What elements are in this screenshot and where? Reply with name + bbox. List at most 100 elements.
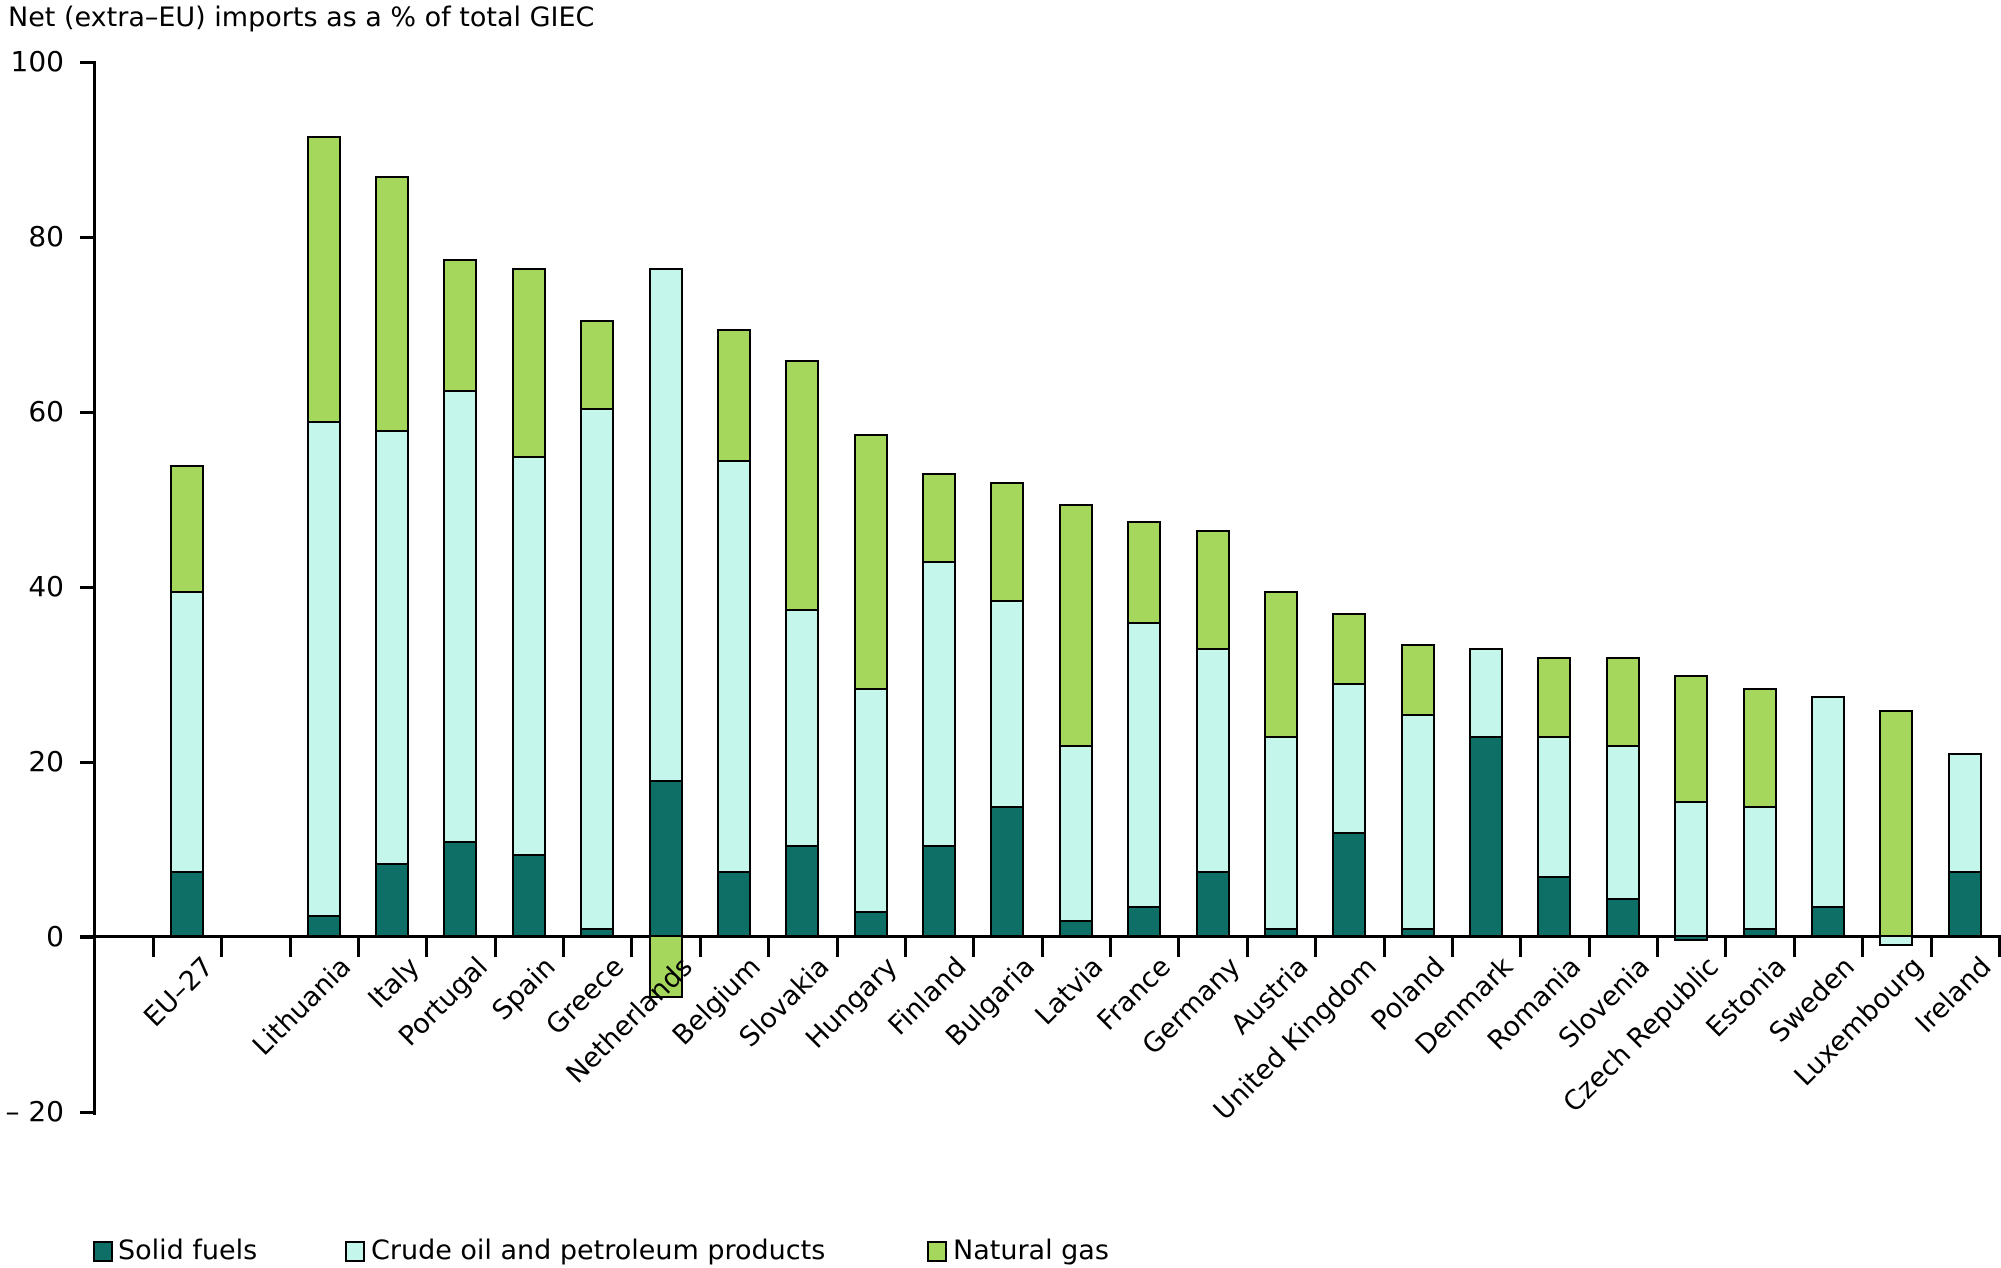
bar-segment-portugal bbox=[443, 258, 477, 393]
legend-label-solid-fuels: Solid fuels bbox=[118, 1235, 258, 1266]
bar-segment-eu-27 bbox=[170, 591, 204, 874]
bar-segment-lithuania bbox=[307, 420, 341, 918]
bar-segment-eu-27 bbox=[170, 464, 204, 594]
y-tick--20 bbox=[80, 1111, 96, 1114]
bar-segment-poland bbox=[1401, 643, 1435, 716]
x-tick bbox=[1450, 937, 1454, 957]
bar-segment-netherlands bbox=[649, 267, 683, 782]
x-tick bbox=[767, 937, 771, 957]
x-tick bbox=[288, 937, 292, 957]
bar-segment-slovenia bbox=[1606, 657, 1640, 747]
bar-segment-estonia bbox=[1743, 805, 1777, 931]
bar-segment-austria bbox=[1264, 735, 1298, 931]
bar-segment-romania bbox=[1537, 875, 1571, 937]
y-tick-label-60: 60 bbox=[28, 395, 64, 428]
x-tick bbox=[1929, 937, 1933, 957]
bar-segment-finland bbox=[922, 845, 956, 937]
bar-segment-luxembourg bbox=[1879, 709, 1913, 937]
bar-segment-romania bbox=[1537, 657, 1571, 738]
x-tick bbox=[630, 937, 634, 957]
bar-segment-czech-republic bbox=[1674, 674, 1708, 804]
bar-segment-hungary bbox=[854, 687, 888, 913]
x-tick bbox=[903, 937, 907, 957]
x-tick bbox=[220, 937, 224, 957]
x-tick bbox=[1314, 937, 1318, 957]
bar-segment-finland bbox=[922, 560, 956, 848]
legend-label-crude-oil: Crude oil and petroleum products bbox=[371, 1235, 826, 1266]
y-tick-60 bbox=[80, 411, 96, 414]
x-tick bbox=[1109, 937, 1113, 957]
bar-segment-latvia bbox=[1059, 744, 1093, 922]
bar-segment-slovenia bbox=[1606, 744, 1640, 900]
x-label-lithuania: Lithuania bbox=[246, 951, 357, 1062]
x-tick bbox=[972, 937, 976, 957]
legend-swatch-natural-gas bbox=[927, 1241, 947, 1262]
legend-swatch-crude-oil bbox=[345, 1241, 365, 1262]
x-label-eu-27: EU–27 bbox=[138, 951, 221, 1034]
x-tick bbox=[1040, 937, 1044, 957]
bar-segment-eu-27 bbox=[170, 871, 204, 937]
bar-segment-netherlands bbox=[649, 779, 683, 937]
bar-segment-romania bbox=[1537, 735, 1571, 878]
x-tick bbox=[1656, 937, 1660, 957]
bar-segment-belgium bbox=[717, 871, 751, 937]
bar-segment-united-kingdom bbox=[1332, 832, 1366, 937]
bar-segment-italy bbox=[375, 429, 409, 865]
bar-segment-slovakia bbox=[785, 845, 819, 937]
y-tick-label-0: 0 bbox=[46, 920, 64, 953]
bar-segment-estonia bbox=[1743, 687, 1777, 808]
x-tick bbox=[1724, 937, 1728, 957]
y-tick-20 bbox=[80, 761, 96, 764]
bar-segment-netherlands bbox=[649, 935, 683, 999]
y-tick-label-40: 40 bbox=[28, 570, 64, 603]
bar-segment-germany bbox=[1196, 648, 1230, 874]
bar-segment-ireland bbox=[1948, 753, 1982, 874]
bar-segment-sweden bbox=[1811, 696, 1845, 909]
bar-segment-italy bbox=[375, 175, 409, 432]
bar-segment-portugal bbox=[443, 390, 477, 843]
y-tick-label--20: – 20 bbox=[5, 1095, 64, 1128]
x-tick bbox=[1519, 937, 1523, 957]
bar-segment-latvia bbox=[1059, 919, 1093, 937]
x-tick bbox=[356, 937, 360, 957]
y-tick-label-80: 80 bbox=[28, 220, 64, 253]
x-tick bbox=[1245, 937, 1249, 957]
bar-segment-france bbox=[1127, 521, 1161, 624]
y-tick-100 bbox=[80, 61, 96, 64]
bar-segment-finland bbox=[922, 473, 956, 563]
bar-segment-united-kingdom bbox=[1332, 613, 1366, 686]
x-tick bbox=[1792, 937, 1796, 957]
bar-segment-lithuania bbox=[307, 136, 341, 423]
x-tick bbox=[562, 937, 566, 957]
bar-segment-denmark bbox=[1469, 648, 1503, 738]
bar-segment-hungary bbox=[854, 433, 888, 690]
bar-segment-germany bbox=[1196, 530, 1230, 651]
bar-segment-belgium bbox=[717, 460, 751, 874]
x-tick bbox=[493, 937, 497, 957]
bar-segment-greece bbox=[580, 320, 614, 410]
bar-segment-portugal bbox=[443, 840, 477, 937]
y-tick-label-20: 20 bbox=[28, 745, 64, 778]
y-tick-80 bbox=[80, 236, 96, 239]
x-label-italy: Italy bbox=[361, 951, 426, 1015]
bar-segment-france bbox=[1127, 906, 1161, 937]
bar-segment-germany bbox=[1196, 871, 1230, 937]
x-tick bbox=[1997, 937, 2001, 957]
bar-segment-sweden bbox=[1811, 906, 1845, 937]
bar-segment-spain bbox=[512, 455, 546, 856]
x-tick bbox=[1861, 937, 1865, 957]
bar-segment-hungary bbox=[854, 910, 888, 937]
bar-segment-bulgaria bbox=[990, 600, 1024, 808]
bar-segment-united-kingdom bbox=[1332, 683, 1366, 834]
bar-segment-ireland bbox=[1948, 871, 1982, 937]
bar-segment-lithuania bbox=[307, 915, 341, 937]
bar-segment-bulgaria bbox=[990, 482, 1024, 603]
bar-segment-belgium bbox=[717, 328, 751, 463]
legend-swatch-solid-fuels bbox=[93, 1241, 113, 1262]
chart-title: Net (extra–EU) imports as a % of total G… bbox=[8, 2, 595, 33]
x-tick bbox=[698, 937, 702, 957]
legend-label-natural-gas: Natural gas bbox=[953, 1235, 1109, 1266]
y-tick-40 bbox=[80, 586, 96, 589]
bar-segment-slovakia bbox=[785, 608, 819, 848]
